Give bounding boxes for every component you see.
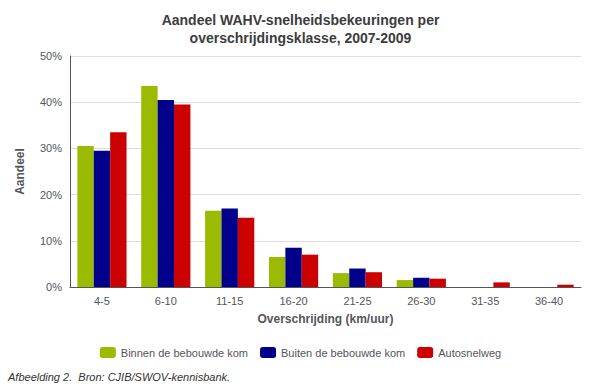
svg-text:Aandeel WAHV-snelheidsbekeurin: Aandeel WAHV-snelheidsbekeuringen per [162,12,440,28]
svg-text:Afbeelding 2. Bron: CJIB/SWOV: Afbeelding 2. Bron: CJIB/SWOV-kennisbank… [7,371,230,383]
svg-text:50%: 50% [40,50,62,62]
svg-text:6-10: 6-10 [155,295,177,307]
svg-text:20%: 20% [40,189,62,201]
svg-text:26-30: 26-30 [407,295,435,307]
svg-text:16-20: 16-20 [279,295,307,307]
svg-text:Binnen de bebouwde kom: Binnen de bebouwde kom [121,347,248,359]
svg-text:21-25: 21-25 [343,295,371,307]
svg-text:Aandeel: Aandeel [13,148,27,195]
svg-text:Buiten de bebouwde kom: Buiten de bebouwde kom [281,347,405,359]
svg-text:overschrijdingsklasse, 2007-20: overschrijdingsklasse, 2007-2009 [190,30,412,46]
svg-text:40%: 40% [40,96,62,108]
svg-text:Overschrijding (km/uur): Overschrijding (km/uur) [257,312,393,326]
svg-text:Autosnelweg: Autosnelweg [438,347,501,359]
svg-text:0%: 0% [46,281,62,293]
svg-text:30%: 30% [40,142,62,154]
svg-text:36-40: 36-40 [535,295,563,307]
svg-text:4-5: 4-5 [94,295,110,307]
svg-text:31-35: 31-35 [471,295,499,307]
svg-text:11-15: 11-15 [216,295,243,307]
svg-text:10%: 10% [40,235,62,247]
